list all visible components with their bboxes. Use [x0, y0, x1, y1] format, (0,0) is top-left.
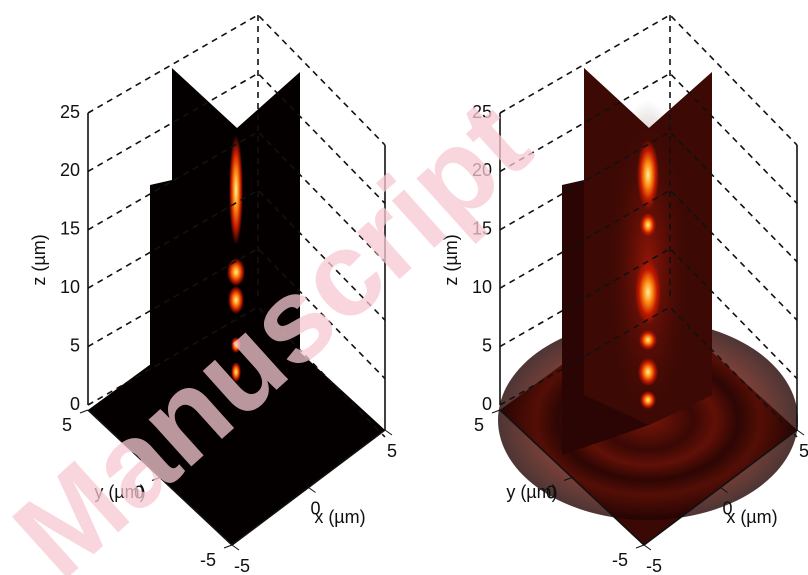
x-tick	[644, 545, 651, 550]
z-tick-label: 20	[60, 160, 80, 180]
intensity-spot	[637, 140, 659, 210]
z-tick-label: 10	[472, 277, 492, 297]
x-tick-label: 5	[799, 441, 808, 461]
x-tick-label: -5	[646, 556, 662, 575]
y-tick	[224, 545, 232, 548]
x-tick	[232, 545, 239, 550]
z-tick-label: 0	[482, 394, 492, 414]
z-tick-label: 25	[60, 102, 80, 122]
x-axis-label: x (µm)	[726, 507, 777, 527]
z-axis-label: z (µm)	[29, 234, 49, 285]
x-tick	[797, 430, 804, 435]
y-tick	[80, 410, 88, 413]
intensity-spot	[639, 330, 657, 350]
z-tick-label: 5	[70, 335, 80, 355]
y-tick-label: -5	[200, 550, 216, 570]
y-tick-label: -5	[612, 550, 628, 570]
figure: 0510152025z (µm)-505y (µm)-505x (µm)0510…	[0, 0, 808, 575]
x-axis-label: x (µm)	[314, 507, 365, 527]
grid-line	[88, 15, 385, 145]
z-tick-label: 5	[482, 335, 492, 355]
z-tick-label: 10	[60, 277, 80, 297]
y-tick-label: 5	[474, 415, 484, 435]
intensity-spot	[640, 213, 656, 237]
x-tick-label: -5	[234, 556, 250, 575]
intensity-spot	[638, 358, 658, 386]
intensity-spot	[229, 135, 243, 245]
z-tick-label: 0	[70, 394, 80, 414]
intensity-spot	[640, 391, 656, 409]
y-axis-label: y (µm)	[506, 482, 557, 502]
x-tick	[309, 488, 316, 493]
x-tick	[385, 430, 392, 435]
y-tick	[636, 545, 644, 548]
x-tick-label: 5	[387, 441, 397, 461]
z-tick-label: 15	[60, 219, 80, 239]
